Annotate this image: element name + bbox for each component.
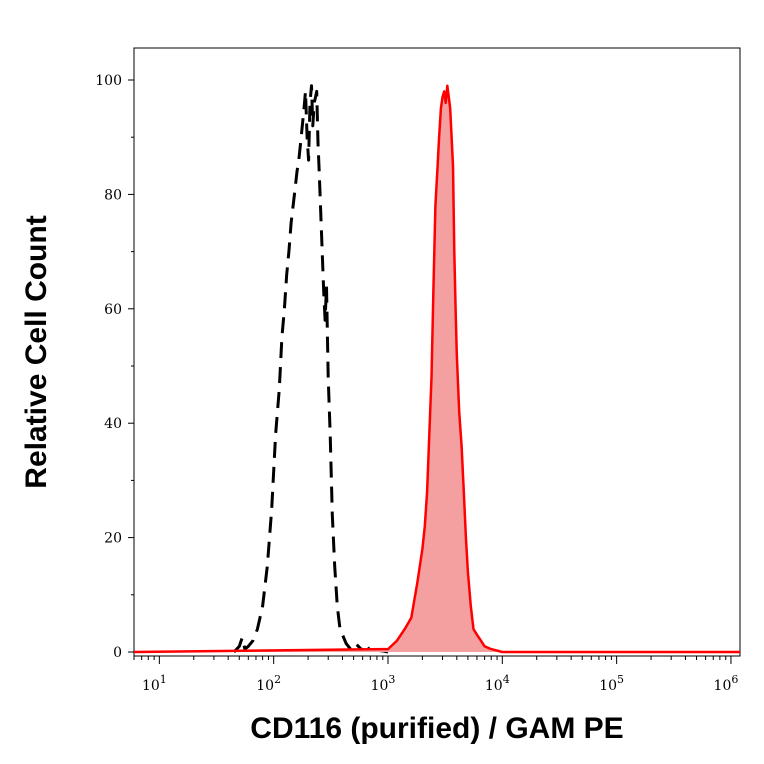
x-axis-title: CD116 (purified) / GAM PE	[250, 712, 623, 745]
y-tick-label: 100	[95, 73, 122, 89]
series-1-line	[133, 84, 740, 654]
y-tick-label: 0	[113, 645, 122, 661]
x-tick-label: 103	[371, 673, 396, 694]
x-tick-label: 105	[599, 673, 624, 694]
y-tick-label: 20	[104, 531, 122, 547]
series-0-line	[232, 84, 389, 654]
y-axis: 0 20 40 60 80 100	[95, 73, 134, 661]
x-axis: 101 102 103 104 105 106	[133, 656, 739, 694]
y-tick-label: 40	[104, 416, 122, 432]
series-layer	[133, 84, 740, 654]
x-tick-label: 106	[714, 673, 739, 694]
y-tick-label: 60	[104, 302, 122, 318]
x-tick-label: 102	[256, 673, 281, 694]
x-tick-label: 104	[485, 673, 510, 694]
series-1-fill	[134, 85, 740, 652]
y-tick-label: 80	[104, 187, 122, 203]
x-tick-label: 101	[142, 673, 167, 694]
y-axis-title: Relative Cell Count	[20, 215, 53, 488]
